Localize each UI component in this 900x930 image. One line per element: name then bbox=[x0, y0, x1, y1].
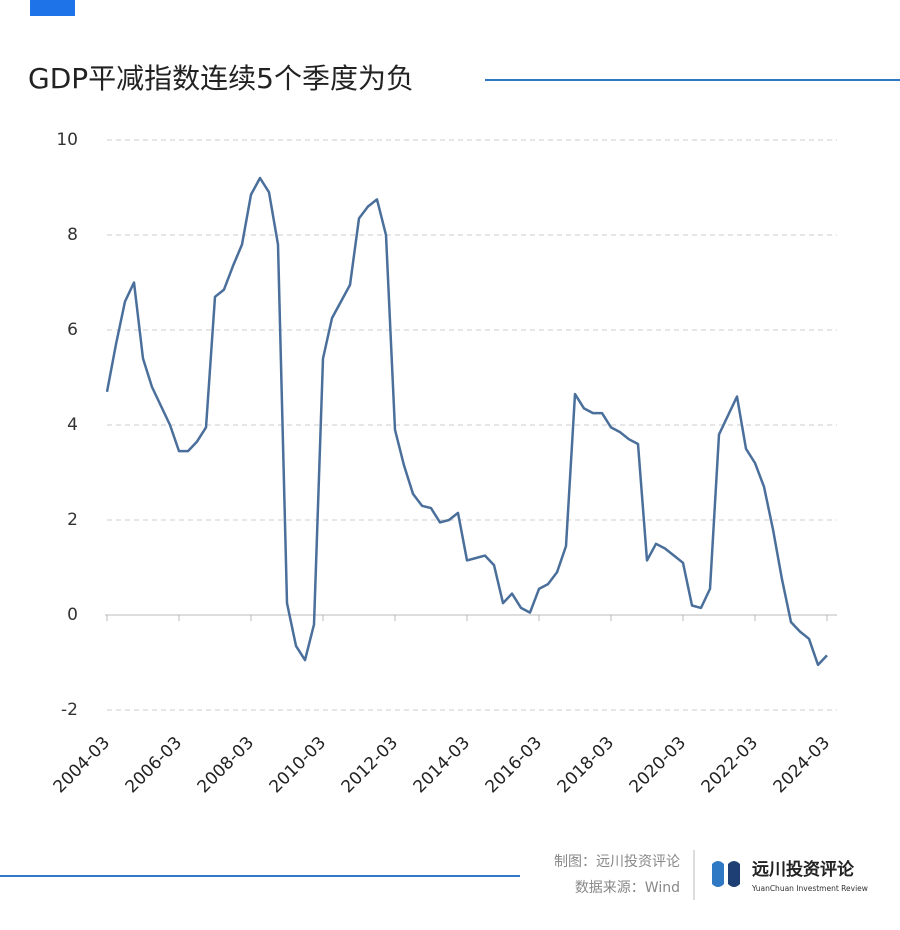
corner-block bbox=[30, 0, 75, 16]
x-tick-label: 2024-03 bbox=[770, 733, 834, 797]
y-tick-label: -2 bbox=[61, 700, 78, 720]
x-tick-label: 2014-03 bbox=[410, 733, 474, 797]
x-tick-label: 2020-03 bbox=[626, 733, 690, 797]
y-tick-label: 6 bbox=[67, 320, 78, 340]
y-tick-label: 10 bbox=[56, 130, 78, 150]
y-tick-label: 0 bbox=[67, 605, 78, 625]
x-tick-label: 2012-03 bbox=[338, 733, 402, 797]
y-tick-label: 2 bbox=[67, 510, 78, 530]
line-series bbox=[105, 176, 828, 667]
x-tick-label: 2018-03 bbox=[554, 733, 618, 797]
y-tick-label: 4 bbox=[67, 415, 78, 435]
y-tick-label: 8 bbox=[67, 225, 78, 245]
chart-title: GDP平减指数连续5个季度为负 bbox=[28, 62, 414, 95]
brand-en: YuanChuan Investment Review bbox=[751, 884, 868, 893]
x-tick-label: 2006-03 bbox=[122, 733, 186, 797]
brand: 远川投资评论 bbox=[752, 859, 855, 880]
x-tick-label: 2016-03 bbox=[482, 733, 546, 797]
source: 数据来源：Wind bbox=[575, 880, 680, 896]
x-tick-label: 2022-03 bbox=[698, 733, 762, 797]
logo-icon bbox=[712, 861, 724, 887]
logo-icon bbox=[728, 861, 740, 887]
x-tick-label: 2010-03 bbox=[266, 733, 330, 797]
x-tick-label: 2008-03 bbox=[194, 733, 258, 797]
credit: 制图：远川投资评论 bbox=[554, 854, 680, 870]
x-tick-label: 2004-03 bbox=[50, 733, 114, 797]
